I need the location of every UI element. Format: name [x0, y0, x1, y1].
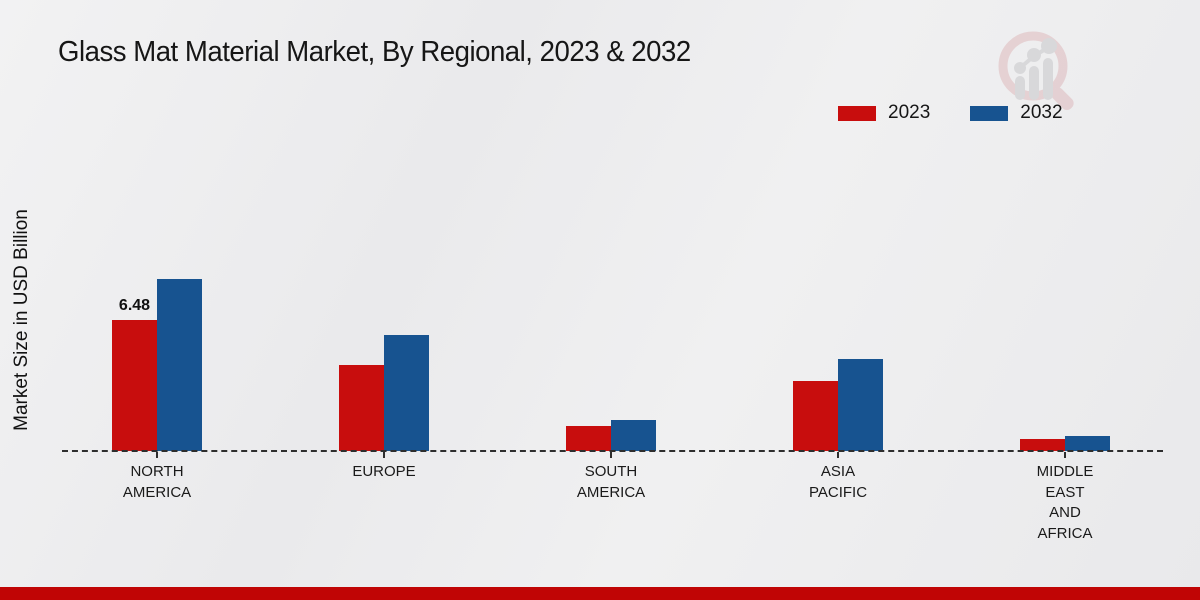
x-axis-baseline	[62, 450, 1163, 452]
category-label-asia-pacific: ASIA PACIFIC	[808, 463, 868, 501]
bar-2023-middle-east-and-africa	[1020, 439, 1065, 451]
x-axis-tick-europe	[383, 452, 385, 458]
category-label-north-america: NORTH AMERICA	[122, 463, 192, 501]
x-axis-tick-asia-pacific	[837, 452, 839, 458]
legend-label-2023: 2023	[888, 102, 931, 123]
bar-2023-north-america	[112, 320, 157, 451]
magnifier-bar-chart-logo-icon	[998, 31, 1074, 110]
category-label-middle-east-and-africa: MIDDLE EAST AND AFRICA	[1036, 463, 1094, 543]
legend-swatch-2032	[970, 105, 1009, 121]
x-axis-tick-north-america	[156, 452, 158, 458]
bar-2032-europe	[384, 335, 429, 451]
legend-item-2032: 2032	[970, 102, 1063, 124]
bar-2023-europe	[339, 365, 384, 451]
legend-label-2032: 2032	[1020, 102, 1063, 123]
bar-2023-south-america	[566, 426, 611, 451]
category-label-europe: EUROPE	[352, 463, 416, 480]
data-label-2023-north-america: 6.48	[118, 297, 151, 314]
bar-2023-asia-pacific	[793, 381, 838, 451]
x-axis-tick-south-america	[610, 452, 612, 458]
x-axis-tick-middle-east-and-africa	[1064, 452, 1066, 458]
legend-item-2023: 2023	[838, 102, 930, 124]
bar-2032-south-america	[611, 420, 656, 451]
legend-swatch-2023	[838, 105, 876, 121]
footer-accent-band	[0, 587, 1200, 600]
chart-title: Glass Mat Material Market, By Regional, …	[58, 36, 691, 68]
bar-2032-asia-pacific	[838, 359, 883, 451]
bar-2032-north-america	[157, 279, 202, 451]
legend: 2023 2032	[838, 102, 1063, 124]
bar-2032-middle-east-and-africa	[1065, 436, 1110, 451]
category-label-south-america: SOUTH AMERICA	[576, 463, 646, 501]
